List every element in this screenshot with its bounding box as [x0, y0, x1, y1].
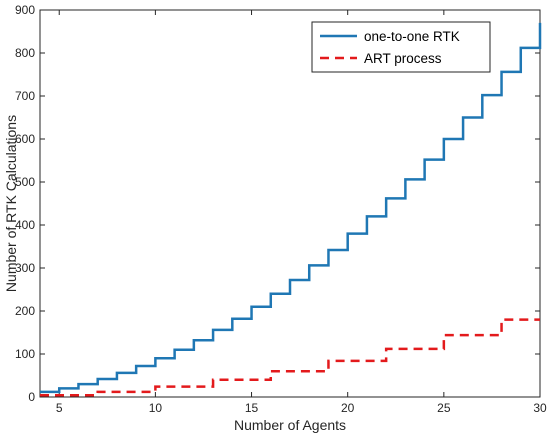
y-tick-label: 900	[15, 3, 35, 17]
x-tick-label: 10	[149, 401, 163, 415]
y-tick-label: 100	[15, 347, 35, 361]
x-tick-label: 25	[437, 401, 451, 415]
x-tick-label: 15	[245, 401, 259, 415]
x-tick-label: 5	[56, 401, 63, 415]
legend-label-one-to-one-rtk: one-to-one RTK	[364, 29, 460, 44]
y-tick-label: 800	[15, 46, 35, 60]
y-tick-label: 200	[15, 304, 35, 318]
legend: one-to-one RTK ART process	[311, 21, 491, 73]
series-line-one-to-one-rtk	[40, 22, 542, 394]
x-axis-label: Number of Agents	[234, 417, 346, 433]
x-tick-label: 30	[533, 401, 547, 415]
x-tick-label: 20	[341, 401, 355, 415]
y-tick-label: 500	[15, 175, 35, 189]
y-tick-label: 400	[15, 218, 35, 232]
series-layer	[40, 22, 542, 397]
legend-label-art-process: ART process	[364, 51, 442, 66]
series-line-art-process	[40, 318, 540, 397]
plot-area	[39, 9, 541, 398]
y-tick-label: 0	[28, 390, 35, 404]
y-tick-label: 300	[15, 261, 35, 275]
y-axis-label: Number of RTK Calculations	[3, 115, 19, 292]
legend-box	[311, 21, 491, 73]
y-tick-label: 600	[15, 132, 35, 146]
y-tick-label: 700	[15, 89, 35, 103]
